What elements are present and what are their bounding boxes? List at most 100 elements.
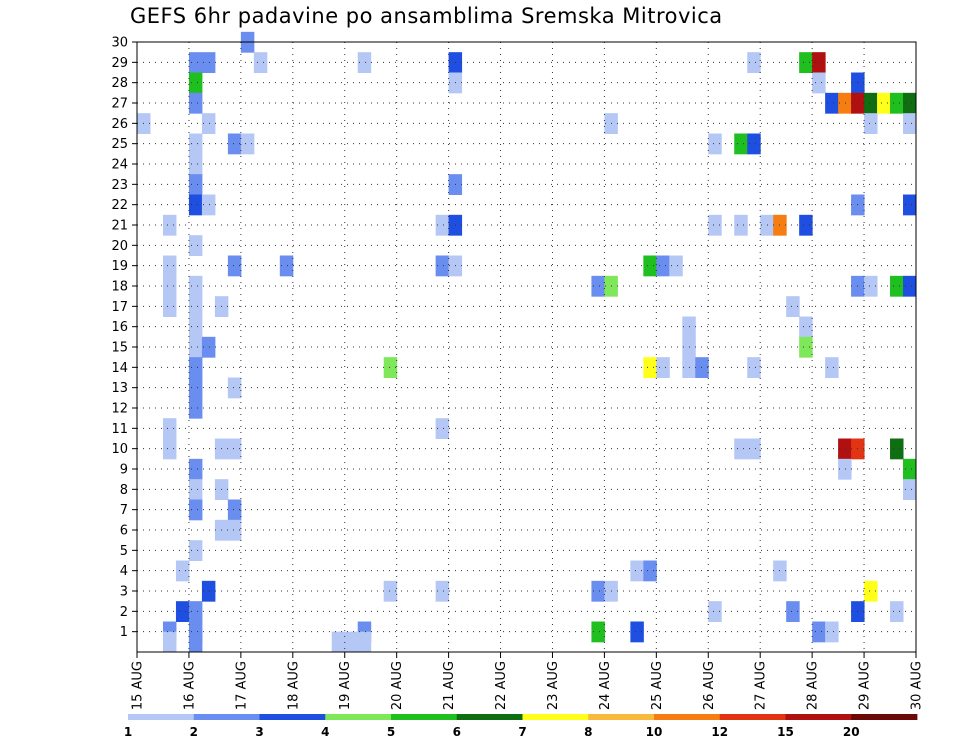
heatmap-cell [864,113,878,134]
y-tick-label: 1 [120,625,128,640]
legend-swatch [325,714,392,720]
heatmap-cell [591,580,605,602]
heatmap-cell [435,255,450,277]
heatmap-cell [903,92,917,114]
heatmap-cell [162,275,177,297]
heatmap-cell [864,275,878,297]
heatmap-cell [734,214,748,236]
heatmap-cell [890,438,904,460]
heatmap-cell [799,214,813,236]
legend-swatch [785,714,852,720]
heatmap-cell [162,631,177,653]
legend-label: 6 [453,725,461,739]
x-tick-label: 16 AUG [182,661,197,710]
heatmap-cell [643,255,657,277]
y-tick-label: 5 [120,544,128,559]
heatmap-cell [227,519,242,541]
heatmap-cell [188,336,203,358]
heatmap-cell [357,52,372,73]
heatmap-cell [812,72,826,94]
x-tick-label: 23 AUG [546,661,561,710]
heatmap-cell [903,458,917,480]
heatmap-cell [708,214,722,236]
legend-swatch [719,714,786,720]
y-tick-label: 4 [120,564,128,579]
legend-label: 5 [387,725,395,739]
x-tick-label: 18 AUG [286,661,301,710]
y-tick-label: 18 [111,280,128,295]
y-tick-label: 8 [120,483,128,498]
x-tick-label: 26 AUG [702,661,717,710]
heatmap-cell [812,52,826,73]
heatmap-cell [786,296,800,317]
legend-swatch [391,714,458,720]
color-legend: 1 2 3 4 5 6 7 8 10 12 15 20 [124,714,918,739]
y-tick-label: 21 [111,219,128,234]
y-tick-label: 9 [120,463,128,478]
y-tick-label: 22 [111,198,128,213]
legend-swatch [654,714,721,720]
heatmap-cell [695,357,709,378]
y-tick-label: 10 [111,442,128,457]
heatmap-cell [435,214,450,236]
heatmap-cell [188,540,203,561]
heatmap-cell [747,357,761,378]
heatmap-cell [643,560,657,582]
heatmap-cell [188,479,203,500]
heatmap-cell [188,499,203,521]
heatmap-cell [253,52,268,73]
heatmap-cell [188,133,203,155]
y-tick-label: 25 [111,137,128,152]
heatmap-cell [903,275,917,297]
heatmap-cell [799,336,813,358]
heatmap-cell [227,255,242,277]
heatmap-cell [708,133,722,155]
heatmap-cell [227,438,242,460]
heatmap-cell [227,133,242,155]
heatmap-cell [175,601,190,622]
heatmap-cell [344,631,359,653]
legend-label: 7 [518,725,526,739]
heatmap-cell [760,214,774,236]
y-tick-label: 23 [111,178,128,193]
legend-swatch [128,714,195,720]
y-tick-label: 14 [111,361,128,376]
y-tick-label: 3 [120,585,128,600]
heatmap-cell [747,438,761,460]
heatmap-cell [201,336,216,358]
heatmap-cell [227,499,242,521]
legend-label: 2 [190,725,198,739]
heatmap-cell [227,377,242,399]
y-tick-label: 16 [111,320,128,335]
x-tick-label: 30 AUG [910,661,925,710]
heatmap-cell [188,296,203,317]
heatmap-cell [357,631,372,653]
heatmap-cell [669,255,683,277]
heatmap-cell [162,214,177,236]
legend-label: 15 [777,725,794,739]
legend-swatch [259,714,326,720]
heatmap-cell [734,133,748,155]
heatmap-cell [162,255,177,277]
x-tick-label: 24 AUG [598,661,613,710]
legend-label: 20 [843,725,860,739]
y-tick-label: 15 [111,341,128,356]
x-tick-label: 27 AUG [754,661,769,710]
y-tick-label: 7 [120,503,128,518]
heatmap-cell [188,194,203,216]
heatmap-cell [643,357,657,378]
heatmap-cell [877,92,891,114]
heatmap-cell [279,255,294,277]
x-axis: 15 AUG 16 AUG 17 AUG 18 AUG 19 AUG 20 AUG 21 A… [131,652,925,710]
heatmap-cell [188,377,203,399]
y-tick-label: 19 [111,259,128,274]
heatmap-cell [162,296,177,317]
heatmap-cell [890,601,904,622]
heatmap-cell [591,621,605,643]
x-tick-label: 25 AUG [650,661,665,710]
x-tick-label: 29 AUG [858,661,873,710]
heatmap-cell [747,52,761,73]
y-tick-label: 12 [111,402,128,417]
heatmap-cell [838,458,852,480]
